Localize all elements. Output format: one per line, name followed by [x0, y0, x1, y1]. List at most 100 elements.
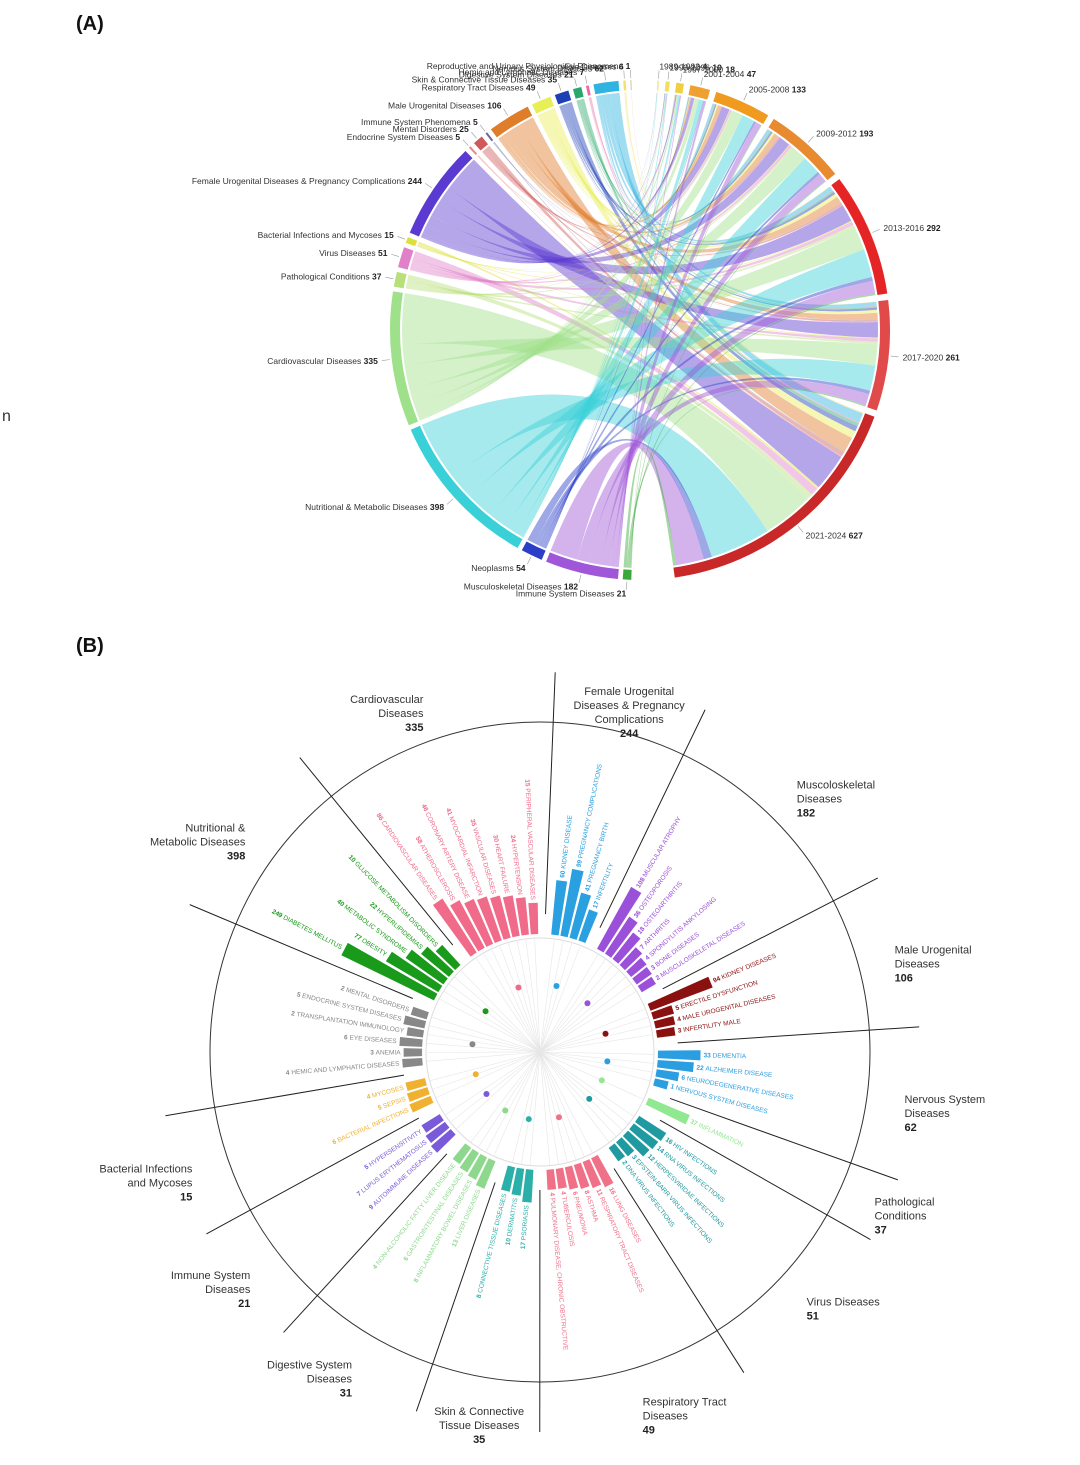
bar-label-psoriasis: 17 PSORIASIS — [519, 1204, 530, 1249]
chord-ribbon — [409, 147, 805, 405]
group-label-pathological-conditions: Pathological Conditions 37 — [875, 1196, 935, 1236]
bar-pulmonary-disease-chronic-obstructive — [546, 1169, 557, 1190]
bar-value: 36 — [633, 908, 644, 919]
bar-text: DERMATITIS — [506, 1197, 519, 1237]
chord-ribbon — [402, 337, 878, 366]
inner-dot-cardiovascular-diseases — [515, 984, 522, 991]
chord-label-tick — [872, 229, 880, 233]
spoke — [534, 938, 541, 1053]
chord-ribbon — [502, 132, 779, 234]
spoke — [539, 1051, 610, 1143]
group-label-line: Cardiovascular — [350, 694, 424, 706]
chord-label-name: Bacterial Infections and Mycoses — [258, 230, 385, 240]
group-label-skin-and-connective-tissue-diseases: Skin & Connective Tissue Diseases 35 — [434, 1406, 524, 1446]
chord-arc-reproductive-and-urinary-physiological-phenomena — [630, 80, 632, 91]
inner-dot-respiratory-tract-diseases — [555, 1114, 562, 1121]
bar-label-eye-diseases: 6 EYE DISEASES — [344, 1034, 398, 1045]
chord-label-name: Skin & Connective Tissue Diseases — [412, 74, 548, 84]
chord-label-name: Endocrine System Diseases — [347, 132, 456, 142]
chord-label-value: 51 — [378, 248, 388, 258]
spoke — [539, 1051, 654, 1055]
bar-value: 16 — [664, 1136, 675, 1147]
spoke — [460, 970, 541, 1053]
chord-label-tick — [578, 574, 582, 583]
chord-ribbon — [421, 94, 677, 264]
chord-label-name: 2005-2008 — [749, 84, 792, 94]
chord-arc-nervous-system-diseases — [593, 80, 620, 95]
inner-dot-bacterial-infections-and-mycoses — [472, 1071, 479, 1078]
bar-label-hypertension: 24 HYPERTENSION — [509, 835, 524, 896]
bar-value: 46 — [420, 803, 430, 814]
bar-value: 4 — [286, 1069, 292, 1076]
group-label-line: Conditions — [875, 1210, 927, 1222]
bar-epstein-barr-virus-infections — [616, 1137, 635, 1157]
spoke — [520, 1051, 541, 1165]
chord-label-value: 106 — [487, 100, 501, 110]
bar-label-kidney-diseases: 94 KIDNEY DISEASES — [712, 952, 778, 984]
group-divider — [206, 1117, 420, 1235]
bar-peripheral-vascular-diseases — [528, 902, 539, 935]
chord-arc-2013-2016 — [831, 179, 888, 295]
chord-label-skin-and-connective-tissue-diseases: Skin & Connective Tissue Diseases 35 — [412, 74, 558, 84]
chord-label-tick — [527, 556, 532, 565]
inner-dot-virus-diseases — [586, 1095, 593, 1102]
chord-ribbon — [490, 158, 818, 527]
chord-label-name: Musculoskeletal Diseases — [464, 582, 564, 592]
bar-label-male-urogenital-diseases: 4 MALE UROGENITAL DISEASES — [677, 993, 777, 1023]
chord-label-2013-2016: 2013-2016 292 — [883, 223, 940, 233]
bar-value: 8 — [412, 1276, 421, 1284]
spoke — [435, 1051, 541, 1098]
bar-tuberculosis — [555, 1167, 567, 1189]
bar-dna-virus-infections — [608, 1143, 626, 1162]
chord-arc-1989-1992 — [656, 80, 660, 91]
group-label-line: Muscoloskeletal — [797, 779, 875, 791]
bar-gastrointestinal-diseases — [459, 1148, 479, 1173]
bar-text: PERIPHERAL VASCULAR DISEASES — [524, 788, 536, 900]
inner-dot-immune-system-diseases — [483, 1090, 490, 1097]
bar-pneumonia — [564, 1165, 579, 1190]
bar-value: 4 — [548, 1192, 555, 1198]
group-divider — [662, 877, 879, 990]
group-label-line: Skin & Connective — [434, 1406, 524, 1418]
chord-label-name: Respiratory Tract Diseases — [422, 83, 526, 93]
group-divider — [545, 672, 556, 915]
bar-nervous-system-diseases — [653, 1078, 669, 1090]
bar-value: 3 — [650, 963, 659, 972]
chord-label-tick — [425, 183, 433, 189]
chord-label-value: 62 — [595, 63, 605, 73]
chord-label-value: 35 — [548, 74, 558, 84]
spoke — [539, 942, 573, 1053]
spoke — [539, 938, 555, 1053]
spoke — [539, 945, 581, 1053]
spoke — [539, 1051, 551, 1166]
chord-label-nutritional-and-metabolic-diseases: Nutritional & Metabolic Diseases 398 — [305, 502, 444, 512]
inner-dot-nutritional-and-metabolic-diseases — [482, 1008, 489, 1015]
group-label-line: Male Urogenital — [895, 944, 972, 956]
group-label-line: Virus Diseases — [807, 1297, 881, 1309]
bar-hemic-and-lymphatic-diseases — [402, 1057, 423, 1068]
chord-arc-female-urogenital-diseases-and-pregnancy-complications — [409, 151, 473, 237]
bar-hiv-infections — [635, 1115, 667, 1141]
bar-label-alzheimer-disease: 22 ALZHEIMER DISEASE — [696, 1064, 773, 1079]
bar-label-bacterial-infections: 6 BACTERIAL INFECTIONS — [331, 1106, 410, 1146]
spoke — [450, 1051, 541, 1123]
chord-label-name: Mental Disorders — [393, 124, 460, 134]
group-label-line: and Mycoses — [128, 1178, 193, 1190]
chord-label-value: 5 — [455, 132, 460, 142]
bar-diabetes-mellitus — [341, 942, 438, 1001]
chord-label-name: Reproductive and Urinary Physiological P… — [427, 61, 626, 71]
bar-asthma — [573, 1162, 590, 1190]
group-label-female-urogenital-diseases-and-pregnancy-complications: Female Urogenital Diseases & Pregnancy Com… — [574, 686, 686, 740]
chord-label-value: 627 — [849, 531, 863, 541]
bar-arthritis — [619, 947, 643, 971]
bar-pregnancy-birth — [569, 892, 592, 940]
spoke — [475, 957, 541, 1053]
chord-label-value: 25 — [459, 124, 469, 134]
group-label-total: 62 — [904, 1122, 916, 1134]
bar-label-kidney-disease: 60 KIDNEY DISEASE — [559, 814, 574, 878]
bar-value: 5 — [377, 1103, 384, 1111]
bar-dermatitis — [511, 1167, 525, 1196]
chord-label-value: 292 — [926, 223, 940, 233]
inner-ring — [425, 937, 655, 1167]
chord-links — [402, 92, 878, 568]
